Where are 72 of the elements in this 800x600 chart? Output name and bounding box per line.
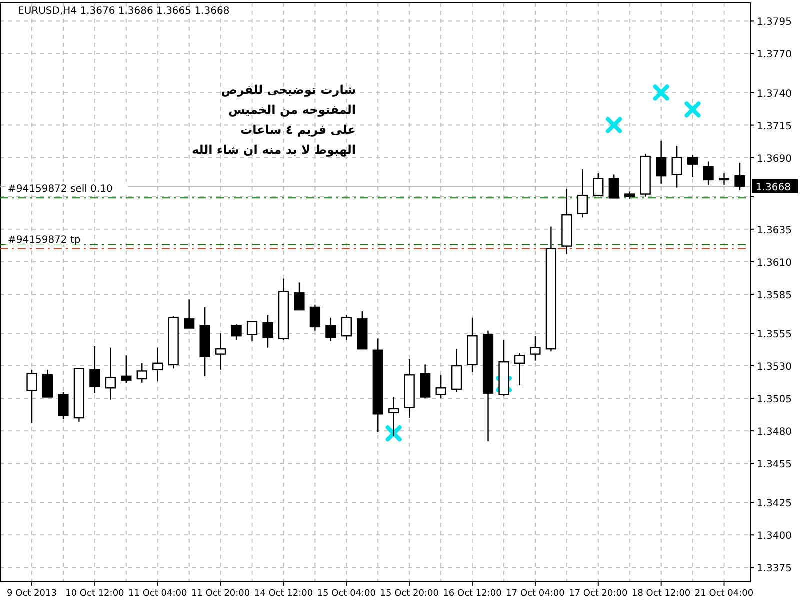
y-tick-label: 1.3505 [757, 394, 792, 406]
candlestick [105, 347, 116, 400]
x-tick-label: 17 Oct 20:00 [569, 589, 628, 599]
candlestick [121, 355, 132, 384]
candlestick [593, 172, 604, 196]
y-tick-label: 1.3555 [757, 329, 792, 340]
y-tick-label: 1.3690 [757, 154, 792, 165]
x-tick-label: 10 Oct 12:00 [66, 589, 125, 599]
candlestick [718, 172, 730, 186]
candlestick [656, 140, 667, 184]
y-tick-label: 1.3635 [757, 225, 792, 236]
point [386, 426, 402, 442]
y-tick-label: 1.3480 [757, 427, 792, 438]
point [653, 84, 670, 101]
candlestick [262, 314, 274, 348]
candlestick [42, 369, 54, 398]
ref-line-label: 1.3668 [756, 182, 791, 194]
x-tick-label: 14 Oct 12:00 [254, 589, 314, 599]
candlestick [514, 352, 526, 386]
candlestick [215, 332, 226, 371]
candlestick [608, 174, 620, 199]
point [684, 102, 701, 118]
candlestick [26, 369, 38, 424]
candlestick [90, 346, 100, 394]
y-tick-label: 1.3770 [757, 50, 792, 61]
annotation: على فريم ٤ ساعات [240, 123, 356, 137]
x-tick-label: 9 Oct 2013 [7, 589, 57, 599]
candlestick [184, 299, 195, 329]
y-tick-label: 1.3530 [757, 362, 792, 374]
candlestick [58, 391, 69, 420]
y-tick-label: 1.3375 [757, 564, 792, 575]
annotation: الهبوط لا بد منه ان شاء الله [192, 143, 356, 157]
candlestick [703, 161, 714, 186]
candlestick [310, 304, 321, 332]
candlestick [436, 374, 446, 400]
x-tick-label: 18 Oct 12:00 [632, 589, 691, 599]
candlestick [687, 154, 698, 178]
candlestick [136, 362, 148, 384]
y-tick-label: 1.3455 [757, 460, 792, 471]
candlestick [294, 282, 305, 311]
annotation: المفتوحه من الخميس [228, 103, 356, 117]
y-tick-label: 1.3610 [757, 258, 792, 269]
x-tick-label: 11 Oct 20:00 [191, 589, 250, 599]
candlestick [152, 347, 164, 382]
y-tick-label: 1.3400 [757, 531, 792, 542]
x-tick-label: 11 Oct 04:00 [128, 589, 188, 599]
candlestick [451, 348, 462, 393]
x-tick-label: 16 Oct 12:00 [443, 589, 502, 599]
ref-line-label: #94159872 tp [8, 234, 81, 246]
candlestick [231, 324, 242, 341]
x-tick-label: 15 Oct 20:00 [380, 589, 440, 599]
candlestick [577, 168, 588, 218]
candlestick [326, 317, 336, 342]
candlestick [734, 162, 746, 191]
x-tick-label: 17 Oct 04:00 [506, 589, 566, 599]
y-tick-label: 1.3585 [757, 290, 792, 302]
annotation: شارت توضيحى للفرص [221, 83, 356, 97]
point [606, 117, 622, 134]
x-tick-label: 15 Oct 04:00 [317, 589, 376, 599]
chart-title: EURUSD,H4 1.3676 1.3686 1.3665 1.3668 [18, 6, 230, 17]
candlestick [388, 396, 400, 437]
candlestick [246, 321, 258, 342]
y-tick-label: 1.3795 [757, 17, 792, 28]
ref-line-label: #94159872 sell 0.10 [8, 184, 113, 196]
y-tick-label: 1.3740 [757, 88, 792, 100]
y-tick-label: 1.3425 [757, 498, 792, 510]
candlestick [530, 335, 541, 362]
candlestick [341, 314, 352, 341]
y-tick-label: 1.3715 [757, 121, 792, 132]
x-tick-label: 21 Oct 04:00 [694, 589, 754, 599]
candlestick [672, 146, 682, 188]
candlestick [420, 364, 431, 400]
